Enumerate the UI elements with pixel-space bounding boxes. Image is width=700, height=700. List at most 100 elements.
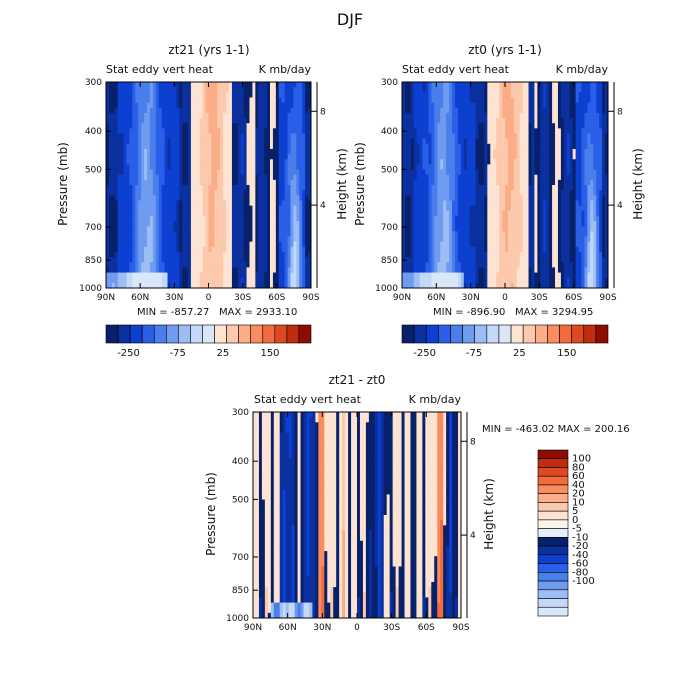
heatmap-cell: [185, 221, 189, 227]
heatmap-cell: [516, 231, 521, 237]
heatmap-cell: [296, 102, 300, 109]
heatmap-cell: [264, 190, 268, 196]
heatmap-cell: [308, 241, 312, 248]
heatmap-cell: [428, 272, 432, 279]
heatmap-cell: [123, 257, 127, 263]
heatmap-cell: [484, 112, 488, 119]
heatmap-cell: [129, 215, 133, 222]
heatmap-cell: [270, 128, 274, 134]
heatmap-cell: [252, 112, 256, 119]
heatmap-cell: [507, 267, 512, 273]
heatmap-cell: [161, 179, 165, 186]
heatmap-cell: [114, 221, 119, 227]
heatmap-cell: [170, 164, 174, 170]
heatmap-cell: [478, 87, 482, 93]
heatmap-cell: [144, 92, 148, 98]
heatmap-cell: [543, 272, 547, 279]
panel-title: zt0 (yrs 1-1): [468, 43, 542, 57]
colorbar-swatch: [202, 324, 215, 344]
heatmap-cell: [246, 92, 250, 98]
heatmap-cell: [170, 143, 174, 150]
heatmap-cell: [404, 102, 409, 109]
heatmap-cell: [161, 123, 165, 129]
heatmap-cell: [305, 210, 309, 217]
heatmap-cell: [513, 87, 518, 93]
heatmap-cell: [540, 267, 544, 273]
heatmap-cell: [185, 200, 189, 206]
heatmap-cell: [293, 215, 297, 222]
heatmap-cell: [199, 236, 204, 243]
heatmap-cell: [229, 277, 233, 284]
heatmap-cell: [114, 112, 119, 119]
heatmap-cell: [267, 82, 271, 88]
heatmap-cell: [549, 221, 553, 227]
heatmap-cell: [407, 154, 412, 160]
heatmap-cell: [252, 154, 256, 160]
heatmap-cell: [144, 128, 148, 134]
heatmap-cell: [117, 226, 122, 232]
heatmap-cell: [217, 107, 221, 114]
heatmap-cell: [519, 112, 524, 119]
heatmap-cell: [484, 231, 488, 237]
heatmap-cell: [106, 210, 110, 217]
heatmap-cell: [234, 159, 239, 165]
heatmap-cell: [202, 169, 206, 176]
heatmap-cell: [111, 210, 116, 217]
heatmap-cell: [223, 190, 227, 196]
heatmap-cell: [546, 169, 550, 176]
heatmap-cell: [472, 159, 476, 165]
heatmap-cell: [519, 179, 524, 186]
heatmap-cell: [507, 118, 512, 124]
heatmap-cell: [138, 169, 142, 176]
heatmap-cell: [196, 123, 201, 129]
heatmap-cell: [264, 148, 268, 155]
heatmap-cell: [161, 133, 165, 140]
heatmap-cell: [176, 226, 180, 232]
heatmap-cell: [120, 179, 124, 186]
heatmap-cell: [499, 87, 503, 93]
heatmap-cell: [173, 185, 177, 191]
heatmap-cell: [220, 159, 224, 165]
heatmap-cell: [237, 226, 242, 232]
heatmap-cell: [132, 164, 136, 170]
heatmap-cell: [246, 143, 250, 150]
heatmap-cell: [214, 210, 218, 217]
heatmap-cell: [431, 241, 435, 248]
heatmap-cell: [217, 148, 221, 155]
heatmap-cell: [519, 102, 524, 109]
heatmap-cell: [199, 272, 204, 279]
heatmap-cell: [138, 143, 142, 150]
heatmap-cell: [540, 143, 544, 150]
heatmap-cell: [454, 241, 459, 248]
x-tick-label: 0: [206, 293, 212, 303]
heatmap-cell: [243, 148, 247, 155]
heatmap-cell: [202, 241, 206, 248]
heatmap-cell: [425, 257, 429, 263]
heatmap-cell: [549, 190, 553, 196]
heatmap-cell: [469, 169, 474, 176]
heatmap-cell: [188, 133, 192, 140]
heatmap-cell: [505, 200, 509, 206]
heatmap-cell: [129, 179, 133, 186]
heatmap-cell: [152, 226, 157, 232]
heatmap-cell: [176, 92, 180, 98]
heatmap-cell: [502, 267, 506, 273]
heatmap-cell: [255, 185, 259, 191]
heatmap-cell: [481, 195, 485, 201]
heatmap-cell: [437, 154, 441, 160]
heatmap-cell: [513, 272, 518, 279]
heatmap-cell: [176, 87, 180, 93]
heatmap-cell: [519, 87, 524, 93]
heatmap-cell: [164, 123, 168, 129]
heatmap-cell: [469, 205, 474, 212]
heatmap-cell: [135, 221, 139, 227]
heatmap-cell: [510, 123, 515, 129]
heatmap-cell: [290, 277, 294, 284]
heatmap-cell: [543, 251, 547, 258]
heatmap-cell: [211, 185, 215, 191]
heatmap-cell: [199, 128, 204, 134]
heatmap-cell: [425, 92, 429, 98]
heatmap-cell: [149, 205, 154, 212]
heatmap-cell: [484, 159, 488, 165]
heatmap-cell: [220, 282, 224, 289]
